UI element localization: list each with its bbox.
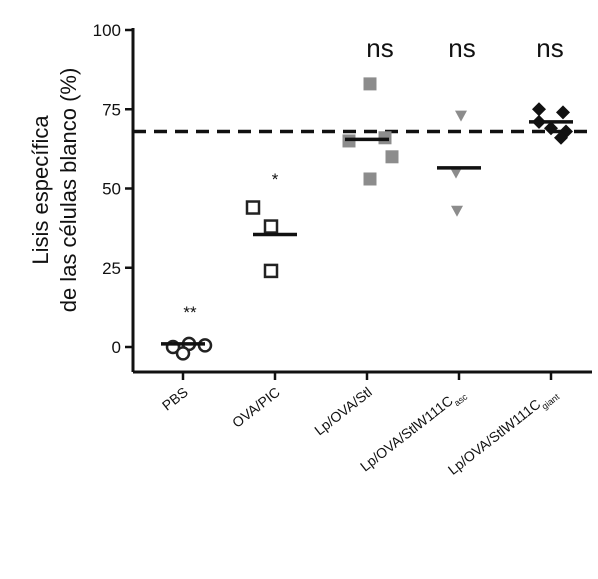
data-point bbox=[263, 219, 279, 234]
y-ticks: 0 25 50 75 100 bbox=[93, 21, 133, 357]
significance-label: ns bbox=[448, 33, 475, 63]
data-point bbox=[263, 263, 279, 279]
data-point bbox=[385, 150, 399, 164]
y-tick-label: 100 bbox=[93, 21, 121, 40]
significance-annotations: ***ns ns ns bbox=[183, 33, 563, 322]
data-point bbox=[450, 167, 462, 179]
significance-label: ns bbox=[366, 33, 393, 63]
x-tick-labels: PBS OVA/PIC Lp/OVA/StlLp/OVA/StlW111CascLp… bbox=[159, 384, 562, 478]
data-point bbox=[556, 105, 570, 120]
significance-label: ** bbox=[183, 303, 197, 322]
data-point bbox=[245, 200, 261, 215]
y-axis-title: Lisis específica de las células blanco (… bbox=[28, 68, 81, 313]
axes bbox=[131, 28, 592, 380]
y-tick-label: 50 bbox=[102, 180, 121, 199]
category-label-text: Lp/OVA/StlW111C bbox=[357, 392, 456, 474]
y-tick-label: 0 bbox=[112, 338, 121, 357]
category-label-text: PBS bbox=[159, 384, 191, 414]
y-axis-title-line-1: Lisis específica bbox=[28, 115, 53, 265]
category-label: PBS bbox=[159, 384, 191, 414]
data-point bbox=[363, 77, 377, 91]
significance-label: * bbox=[272, 170, 279, 189]
category-label-text: OVA/PIC bbox=[229, 384, 283, 431]
data-point bbox=[451, 205, 463, 217]
y-axis-title-line-2: de las células blanco (%) bbox=[56, 68, 81, 313]
category-label-text: Lp/OVA/StlW111C bbox=[445, 396, 544, 478]
mean-bars bbox=[161, 120, 573, 346]
category-label-subscript: giant bbox=[540, 391, 562, 411]
category-label: OVA/PIC bbox=[229, 384, 283, 431]
data-point bbox=[554, 130, 568, 145]
significance-label: ns bbox=[536, 33, 563, 63]
data-point bbox=[363, 172, 377, 186]
y-tick-label: 75 bbox=[102, 100, 121, 119]
data-point bbox=[544, 121, 558, 136]
category-label: Lp/OVA/Stl bbox=[311, 384, 375, 439]
y-tick-label: 25 bbox=[102, 259, 121, 278]
category-label-text: Lp/OVA/Stl bbox=[311, 384, 375, 439]
data-point bbox=[175, 346, 191, 361]
data-point bbox=[532, 102, 546, 117]
data-point bbox=[455, 110, 467, 122]
data-points bbox=[165, 77, 573, 361]
